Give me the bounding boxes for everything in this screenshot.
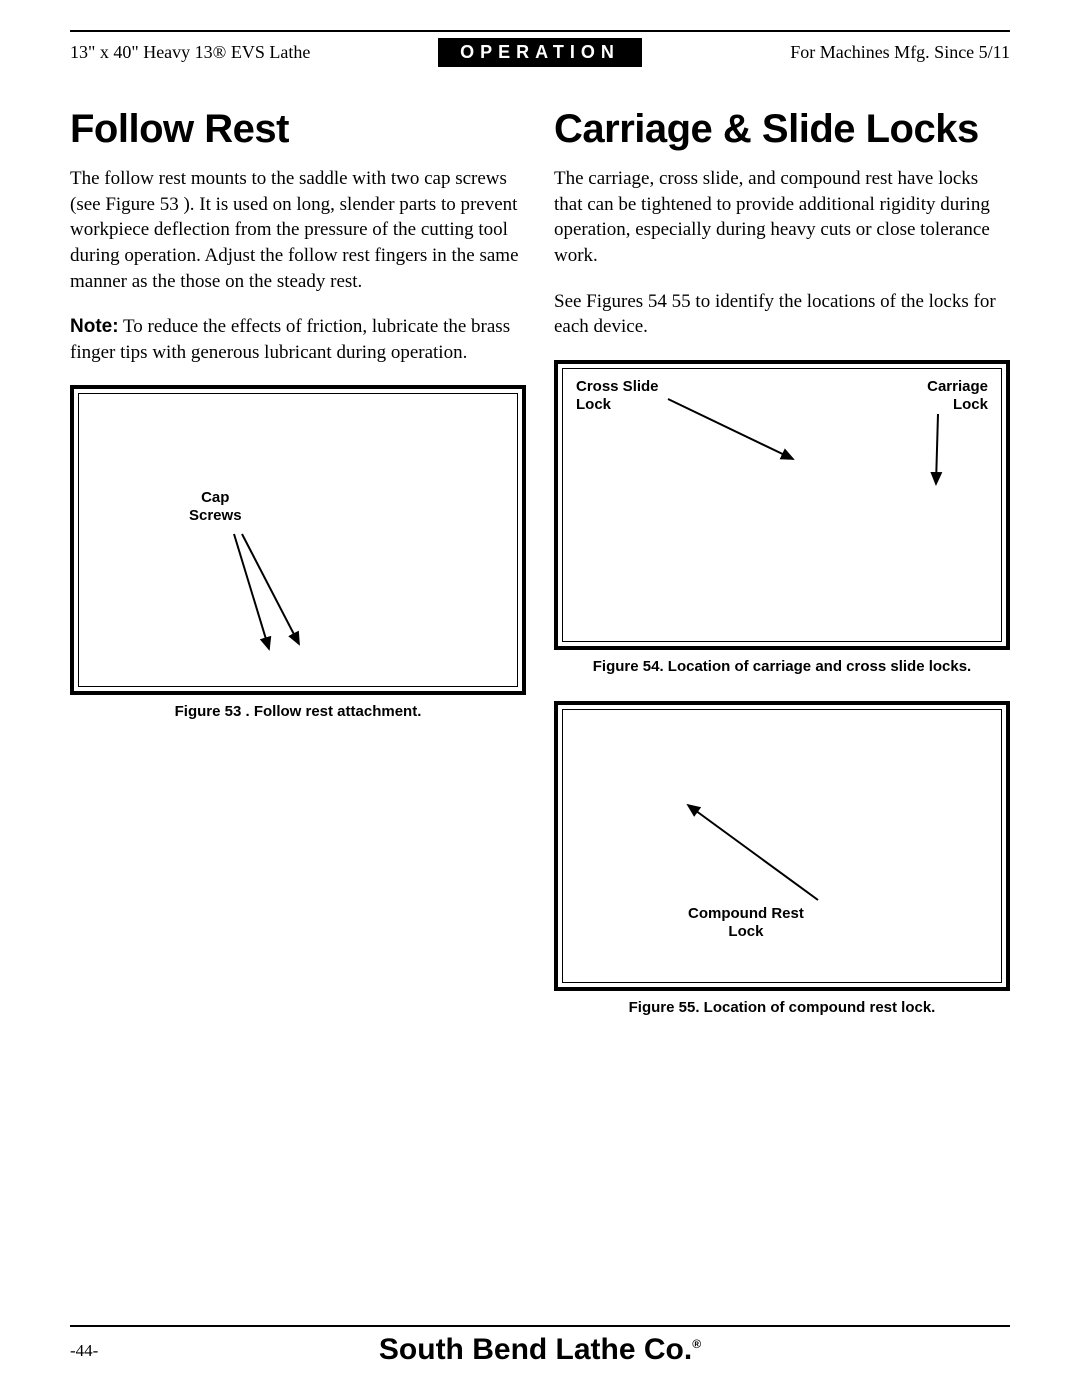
figure-54-caption: Figure 54. Location of carriage and cros… <box>554 658 1010 675</box>
header-left: 13" x 40" Heavy 13® EVS Lathe <box>70 38 438 67</box>
figure-54-box: Cross Slide Lock Carriage Lock <box>554 360 1010 650</box>
footer-brand-text: South Bend Lathe Co. <box>379 1333 692 1366</box>
header-row: 13" x 40" Heavy 13® EVS Lathe OPERATION … <box>70 38 1010 67</box>
footer-brand: South Bend Lathe Co.® <box>0 1333 1080 1367</box>
heading-follow-rest: Follow Rest <box>70 107 526 152</box>
figure-55-box: Compound Rest Lock <box>554 701 1010 991</box>
right-column: Carriage & Slide Locks The carriage, cro… <box>554 107 1010 1016</box>
carriage-para2: See Figures 54 55 to identify the locati… <box>554 289 1010 340</box>
figure-53-box: Cap Screws <box>70 385 526 695</box>
note-text: To reduce the effects of friction, lubri… <box>70 316 510 363</box>
left-column: Follow Rest The follow rest mounts to th… <box>70 107 526 1016</box>
carriage-para1: The carriage, cross slide, and compound … <box>554 166 1010 269</box>
top-rule <box>70 30 1010 32</box>
figure-53-caption: Figure 53 . Follow rest attachment. <box>70 703 526 720</box>
follow-rest-note: Note: To reduce the effects of friction,… <box>70 314 526 365</box>
columns: Follow Rest The follow rest mounts to th… <box>70 107 1010 1016</box>
header-center: OPERATION <box>438 38 642 67</box>
header-right: For Machines Mfg. Since 5/11 <box>642 38 1010 67</box>
heading-carriage-locks: Carriage & Slide Locks <box>554 107 1010 152</box>
figure-55-caption: Figure 55. Location of compound rest loc… <box>554 999 1010 1016</box>
fig53-arrows-icon <box>74 389 522 691</box>
fig54-arrows-icon <box>558 364 1006 646</box>
follow-rest-para: The follow rest mounts to the saddle wit… <box>70 166 526 294</box>
fig55-arrow-icon <box>558 705 1006 987</box>
footer-rule <box>70 1325 1010 1327</box>
registered-icon: ® <box>692 1337 701 1351</box>
note-label: Note: <box>70 316 119 337</box>
